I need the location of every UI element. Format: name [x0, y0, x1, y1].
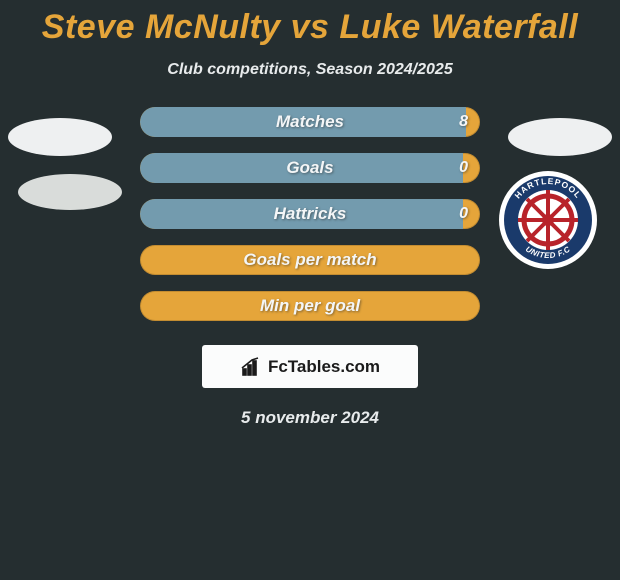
bar-right-value: 0 — [459, 159, 468, 177]
right-club-badge: HARTLEPOOL UNITED F.C — [498, 170, 598, 270]
stat-bar-matches: Matches 8 — [140, 107, 480, 137]
comparison-card: Steve McNulty vs Luke Waterfall Club com… — [0, 0, 620, 580]
brand-logo-icon — [240, 356, 262, 378]
bar-label: Goals — [140, 158, 480, 178]
bar-label: Min per goal — [140, 296, 480, 316]
right-badge-shape-1 — [508, 118, 612, 156]
bar-right-value: 8 — [459, 113, 468, 131]
stat-bar-goals: Goals 0 — [140, 153, 480, 183]
stat-bar-hattricks: Hattricks 0 — [140, 199, 480, 229]
bar-label: Goals per match — [140, 250, 480, 270]
left-badge-shape-1 — [8, 118, 112, 156]
stat-bar-min-per-goal: Min per goal — [140, 291, 480, 321]
date-line: 5 november 2024 — [0, 408, 620, 428]
bar-right-value: 0 — [459, 205, 468, 223]
stat-bar-goals-per-match: Goals per match — [140, 245, 480, 275]
subtitle: Club competitions, Season 2024/2025 — [0, 61, 620, 79]
stat-bars: Matches 8 Goals 0 Hattricks 0 Goals per … — [140, 107, 480, 321]
club-crest-icon: HARTLEPOOL UNITED F.C — [498, 170, 598, 270]
left-badge-shape-2 — [18, 174, 122, 210]
bar-label: Matches — [140, 112, 480, 132]
brand-name: FcTables.com — [268, 357, 380, 377]
bar-label: Hattricks — [140, 204, 480, 224]
brand-footer: FcTables.com — [202, 345, 418, 388]
page-title: Steve McNulty vs Luke Waterfall — [0, 0, 620, 47]
